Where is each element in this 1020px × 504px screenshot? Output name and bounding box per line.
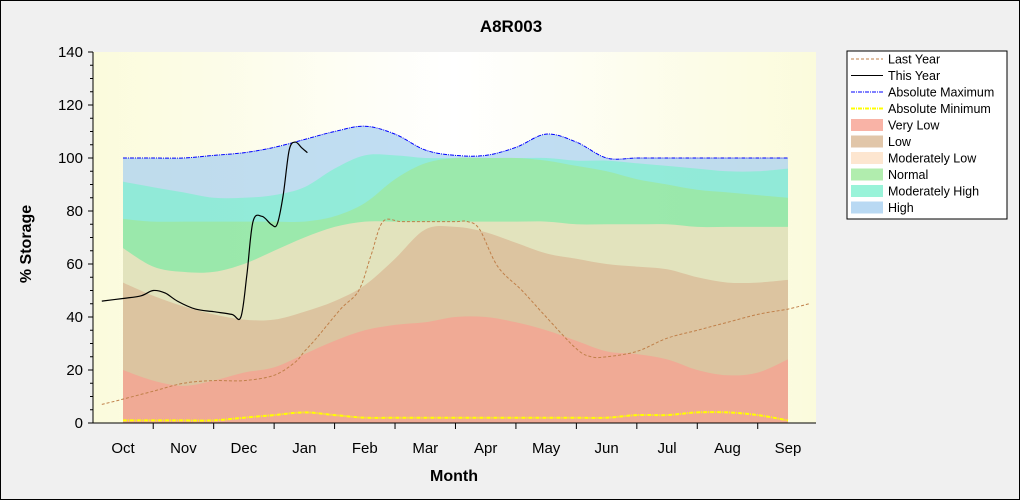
legend-swatch-moderately-high <box>851 185 883 197</box>
x-tick-label: Jul <box>657 440 676 457</box>
y-tick-label: 0 <box>75 415 83 432</box>
legend: Last Year This Year Absolute Maximum Absolu… <box>846 50 1008 220</box>
y-tick-label: 80 <box>66 203 83 220</box>
legend-swatch-very-low <box>851 119 883 131</box>
y-tick-label: 140 <box>58 44 83 61</box>
y-tick-label: 40 <box>66 309 83 326</box>
legend-label-very-low: Very Low <box>888 119 940 133</box>
chart-title: A8R003 <box>480 17 542 36</box>
legend-swatch-high <box>851 201 883 214</box>
x-tick-label: Sep <box>775 440 802 457</box>
x-tick-label: Oct <box>111 440 135 457</box>
series-last-year-line <box>101 218 810 405</box>
legend-label-absolute-minimum: Absolute Minimum <box>888 102 991 116</box>
legend-label-last-year: Last Year <box>888 53 940 67</box>
legend-swatch-low <box>851 135 883 148</box>
series-absolute-maximum-line <box>123 125 788 160</box>
legend-swatch-normal <box>851 168 883 181</box>
x-tick-label: Jan <box>292 440 316 457</box>
x-tick-label: Nov <box>170 440 197 457</box>
x-tick-label: Dec <box>231 440 258 457</box>
legend-label-this-year: This Year <box>888 69 940 83</box>
y-tick-label: 120 <box>58 97 83 114</box>
x-tick-label: May <box>532 440 561 457</box>
y-axis-label: % Storage <box>18 205 35 283</box>
x-axis-label: Month <box>430 468 478 485</box>
plot-area <box>93 52 816 424</box>
legend-label-moderately-high: Moderately High <box>888 185 979 199</box>
x-tick-label: Feb <box>352 440 378 457</box>
band-very-low <box>123 316 788 423</box>
legend-label-low: Low <box>888 135 912 149</box>
axes: 0 20 40 60 80 100 120 140 Oct Nov Dec Jan Feb Mar Apr M… <box>58 44 816 457</box>
legend-label-moderately-low: Moderately Low <box>888 152 977 166</box>
y-tick-label: 20 <box>66 362 83 379</box>
series-this-year-line <box>101 141 308 321</box>
x-tick-label: Aug <box>714 440 741 457</box>
legend-label-high: High <box>888 201 914 215</box>
y-tick-label: 60 <box>66 256 83 273</box>
legend-label-absolute-maximum: Absolute Maximum <box>888 86 994 100</box>
x-tick-label: Apr <box>474 440 497 457</box>
y-tick-label: 100 <box>58 150 83 167</box>
x-tick-label: Mar <box>412 440 438 457</box>
legend-label-normal: Normal <box>888 168 928 182</box>
legend-swatch-moderately-low <box>851 152 883 164</box>
series-absolute-minimum-line <box>122 411 789 422</box>
x-tick-label: Jun <box>595 440 619 457</box>
